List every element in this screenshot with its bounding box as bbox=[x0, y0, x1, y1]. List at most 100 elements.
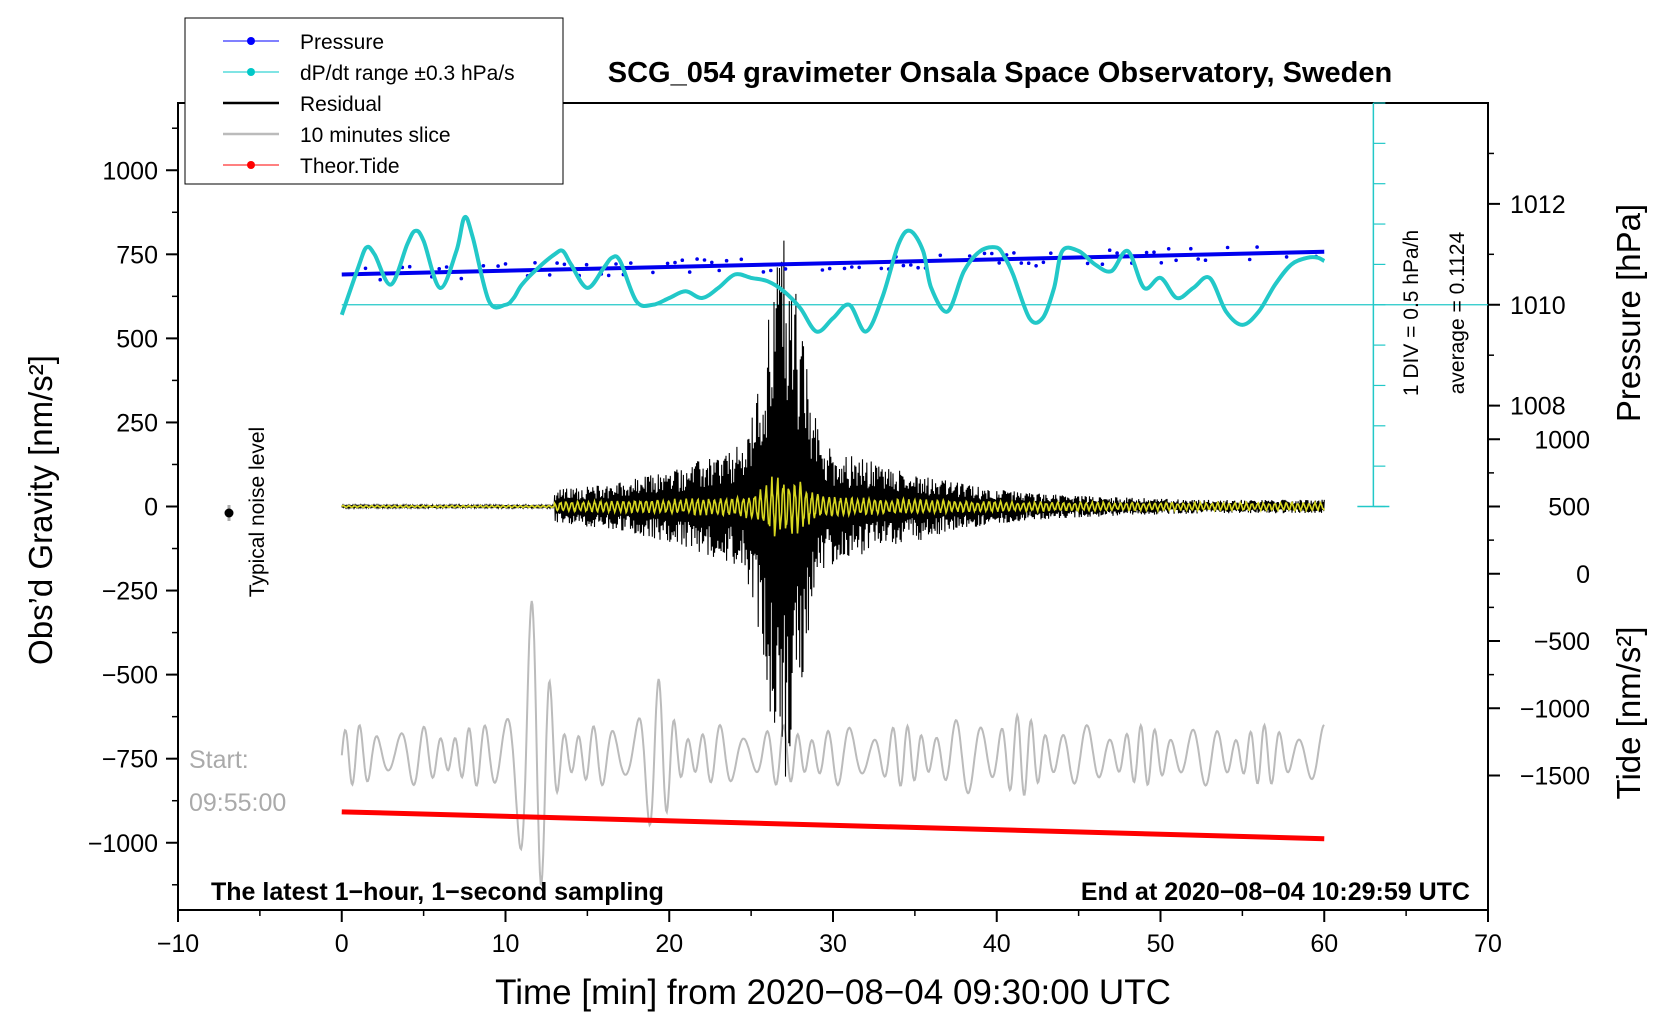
legend-swatch-marker bbox=[247, 37, 255, 45]
pressure-series bbox=[341, 245, 1325, 282]
pressure-point bbox=[407, 264, 412, 269]
pressure-point bbox=[1174, 258, 1178, 263]
pressure-tick-label: 1008 bbox=[1510, 393, 1566, 421]
legend-entry: Residual bbox=[223, 93, 382, 116]
pressure-point bbox=[444, 265, 449, 269]
pressure-point bbox=[783, 267, 788, 271]
dpdt-series bbox=[339, 214, 1326, 334]
x-tick-label: 50 bbox=[1147, 930, 1175, 958]
pressure-point bbox=[857, 265, 861, 270]
pressure-point bbox=[1049, 251, 1053, 255]
residual-series bbox=[341, 240, 1325, 777]
pressure-point bbox=[481, 264, 486, 268]
pressure-point bbox=[547, 273, 552, 277]
pressure-point bbox=[1034, 264, 1038, 268]
start-label: Start: bbox=[189, 746, 249, 774]
tide-tick-label: 0 bbox=[1576, 561, 1590, 589]
pressure-point bbox=[363, 266, 368, 271]
y-axis-tide: 1000 500 0 −500 −1000 −1500 bbox=[1488, 404, 1590, 791]
noise-label: Typical noise level bbox=[246, 427, 269, 597]
y-tick-label: 250 bbox=[116, 409, 158, 437]
dpdt-line bbox=[339, 214, 1326, 334]
y-tick-label: −250 bbox=[102, 578, 158, 606]
legend-label: dP/dt range ±0.3 hPa/s bbox=[300, 62, 515, 85]
x-tick-label: −10 bbox=[157, 930, 199, 958]
pressure-point bbox=[761, 270, 766, 274]
legend-swatch-marker bbox=[247, 68, 255, 76]
pressure-point bbox=[651, 270, 655, 275]
pressure-point bbox=[1203, 258, 1208, 263]
x-tick-label: 30 bbox=[819, 930, 847, 958]
legend-entry: 10 minutes slice bbox=[223, 124, 451, 147]
chart-title: SCG_054 gravimeter Onsala Space Observat… bbox=[608, 57, 1392, 89]
tide-tick-label: 1000 bbox=[1534, 426, 1590, 454]
average-label: average = 0.1124 bbox=[1446, 231, 1469, 394]
pressure-point bbox=[1115, 251, 1119, 255]
legend-label: 10 minutes slice bbox=[300, 124, 451, 147]
y-tick-label: 500 bbox=[116, 325, 158, 353]
x-tick-label: 10 bbox=[492, 930, 520, 958]
pressure-point bbox=[1225, 245, 1230, 250]
pressure-point bbox=[1196, 257, 1200, 261]
y-tick-label: −1000 bbox=[88, 830, 158, 858]
pressure-point bbox=[378, 277, 383, 282]
pressure-point bbox=[1085, 261, 1090, 266]
pressure-point bbox=[909, 263, 913, 267]
pressure-point bbox=[606, 273, 611, 278]
pressure-tick-label: 1010 bbox=[1510, 292, 1566, 320]
y-axis-label-left: Obs’d Gravity [nm/s²] bbox=[22, 355, 59, 665]
pressure-point bbox=[533, 261, 537, 265]
y-axis-pressure: 1012 1010 1008 bbox=[1488, 152, 1566, 421]
y-tick-label: 750 bbox=[116, 241, 158, 269]
noise-level-marker bbox=[224, 505, 234, 521]
legend-entry: Theor.Tide bbox=[223, 155, 400, 178]
pressure-point bbox=[982, 251, 987, 256]
y-tick-label: −500 bbox=[102, 662, 158, 690]
pressure-point bbox=[1152, 250, 1156, 254]
slice-series bbox=[340, 600, 1325, 887]
pressure-point bbox=[967, 254, 972, 258]
pressure-point bbox=[710, 260, 714, 265]
pressure-point bbox=[997, 261, 1001, 265]
tide-line bbox=[341, 809, 1325, 842]
pressure-point bbox=[1144, 250, 1149, 255]
pressure-point bbox=[680, 258, 685, 263]
pressure-point bbox=[901, 263, 906, 268]
pressure-point bbox=[1026, 261, 1031, 266]
pressure-point bbox=[769, 268, 773, 273]
legend-label: Pressure bbox=[300, 31, 384, 54]
pressure-point bbox=[724, 258, 729, 263]
pressure-point bbox=[1041, 260, 1046, 265]
tide-tick-label: 500 bbox=[1548, 494, 1590, 522]
pressure-point bbox=[827, 266, 832, 271]
pressure-point bbox=[1284, 255, 1289, 259]
tide-tick-label: −1000 bbox=[1520, 695, 1590, 723]
pressure-point bbox=[702, 258, 707, 262]
legend-swatch-marker bbox=[247, 161, 255, 169]
pressure-point bbox=[1019, 261, 1024, 265]
legend-label: Theor.Tide bbox=[300, 155, 400, 178]
pressure-point bbox=[673, 260, 677, 265]
pressure-point bbox=[496, 264, 500, 268]
pressure-point bbox=[916, 265, 920, 270]
pressure-point bbox=[665, 261, 670, 266]
pressure-point bbox=[938, 253, 943, 258]
pressure-point bbox=[820, 268, 825, 272]
pressure-point bbox=[1012, 251, 1016, 255]
sampling-note: The latest 1−hour, 1−second sampling bbox=[211, 878, 664, 906]
pressure-point bbox=[739, 257, 744, 262]
pressure-tick-label: 1012 bbox=[1510, 191, 1566, 219]
pressure-point bbox=[1189, 246, 1193, 251]
pressure-point bbox=[1107, 248, 1112, 252]
pressure-point bbox=[1166, 247, 1171, 251]
tide-tick-label: −500 bbox=[1534, 628, 1590, 656]
pressure-point bbox=[850, 265, 854, 269]
pressure-point bbox=[1159, 261, 1164, 265]
pressure-point bbox=[990, 251, 994, 256]
pressure-point bbox=[555, 261, 559, 265]
x-tick-label: 20 bbox=[655, 930, 683, 958]
pressure-point bbox=[629, 261, 633, 265]
pressure-point bbox=[879, 266, 884, 271]
pressure-point bbox=[1255, 245, 1259, 249]
